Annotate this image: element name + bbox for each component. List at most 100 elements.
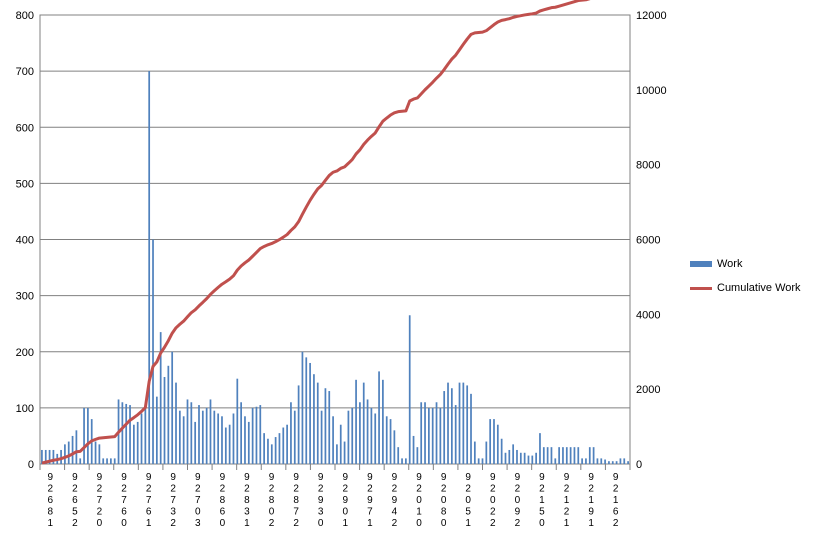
bar-work — [309, 362, 311, 464]
bar-work — [596, 458, 599, 464]
bar-work — [401, 458, 403, 464]
bar-work — [592, 447, 595, 464]
bar-work — [608, 461, 610, 464]
bar-work — [278, 433, 281, 464]
bar-work — [405, 458, 407, 464]
bar-work — [416, 447, 419, 464]
y-left-tick-label: 800 — [16, 10, 34, 22]
bar-work — [431, 407, 434, 464]
bar-work — [41, 449, 43, 464]
y-left-tick-label: 0 — [28, 459, 34, 471]
bar-work — [424, 402, 426, 464]
bar-work — [535, 452, 537, 464]
bar-work — [44, 449, 47, 464]
bar-work — [546, 447, 549, 464]
bar-work — [481, 458, 484, 464]
bar-work — [182, 416, 185, 464]
bar-work — [470, 393, 472, 464]
bar-work — [270, 444, 273, 464]
bar-work — [52, 449, 55, 464]
bar-work — [263, 433, 265, 464]
bar-work — [232, 413, 235, 464]
bar-work — [148, 71, 151, 464]
bar-work — [527, 455, 530, 464]
bar-work — [347, 410, 350, 464]
bar-work — [186, 399, 189, 464]
bar-work — [569, 447, 572, 464]
bar-work — [110, 458, 112, 464]
bar-work — [412, 435, 415, 464]
bar-work — [98, 444, 101, 464]
bar-work — [351, 407, 354, 464]
bar-work — [48, 449, 51, 464]
y-left-tick-label: 600 — [16, 122, 34, 134]
bar-work — [247, 421, 250, 464]
bar-work — [240, 402, 242, 464]
bar-work — [604, 459, 606, 464]
bar-work — [293, 410, 296, 464]
bar-work — [290, 402, 292, 464]
bar-work — [140, 413, 143, 464]
bar-work — [190, 402, 193, 464]
legend-label-work: Work — [717, 258, 743, 270]
bar-work — [523, 452, 526, 464]
bar-work — [125, 403, 128, 464]
bar-work — [244, 416, 246, 464]
y-right-tick-label: 2000 — [636, 384, 660, 396]
bar-work — [221, 416, 223, 464]
bar-work — [539, 433, 541, 464]
bar-work — [83, 407, 85, 464]
bar-work — [508, 449, 511, 464]
bar-work — [94, 441, 97, 464]
y-right-tick-label: 8000 — [636, 160, 660, 172]
bar-work — [343, 441, 346, 464]
y-right-tick-label: 10000 — [636, 85, 667, 97]
bar-work — [194, 421, 197, 464]
bar-work — [493, 419, 495, 464]
y-right-tick-label: 12000 — [636, 10, 667, 22]
bar-work — [236, 378, 239, 464]
bar-work — [385, 416, 388, 464]
bar-work — [259, 405, 262, 464]
bar-work — [462, 382, 465, 464]
bar-work — [79, 458, 82, 464]
legend-label-cumulative-work: Cumulative Work — [717, 282, 801, 294]
bar-work — [201, 410, 204, 464]
bar-work — [627, 461, 629, 464]
bar-work — [397, 447, 400, 464]
bar-work — [320, 410, 323, 464]
bar-work — [297, 385, 300, 464]
y-left-tick-label: 500 — [16, 178, 34, 190]
bar-work — [332, 416, 334, 464]
bar-work — [136, 421, 139, 464]
bar-work — [585, 458, 587, 464]
line-cumulative-work — [41, 0, 591, 465]
bar-work — [178, 410, 181, 464]
y-left-tick-label: 100 — [16, 403, 34, 415]
legend-swatch-cumulative-work — [690, 286, 712, 290]
bar-work — [485, 441, 488, 464]
bar-work — [519, 452, 522, 464]
bar-work — [175, 382, 177, 464]
bar-work — [87, 407, 89, 464]
bar-work — [324, 388, 327, 464]
y-right-tick-label: 6000 — [636, 235, 660, 247]
bar-work — [198, 405, 200, 464]
bar-work — [328, 391, 331, 464]
bar-work — [573, 447, 576, 464]
bar-work — [500, 438, 503, 464]
bar-work — [359, 402, 361, 464]
bar-work — [355, 379, 357, 464]
bar-work — [305, 357, 308, 464]
